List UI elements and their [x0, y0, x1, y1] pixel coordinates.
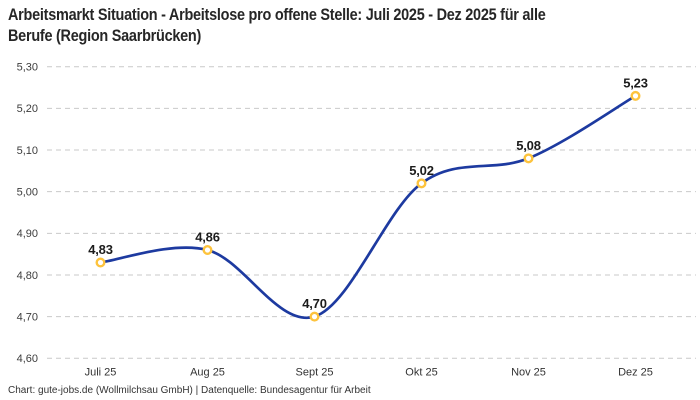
y-axis-tick-label: 4,70 — [17, 311, 38, 323]
y-axis-tick-label: 5,00 — [17, 186, 38, 198]
data-point-label: 5,02 — [409, 163, 434, 178]
x-axis-tick-label: Sept 25 — [296, 367, 334, 379]
y-axis-tick-label: 4,90 — [17, 228, 38, 240]
data-point-marker — [416, 178, 427, 189]
x-axis-tick-label: Okt 25 — [405, 367, 437, 379]
data-point-label: 4,70 — [302, 296, 327, 311]
data-point-marker — [630, 90, 641, 101]
chart-attribution: Chart: gute-jobs.de (Wollmilchsau GmbH) … — [8, 385, 371, 396]
x-axis-tick-label: Aug 25 — [190, 367, 225, 379]
data-point-marker — [95, 257, 106, 268]
x-axis-tick-label: Juli 25 — [85, 367, 117, 379]
data-point-label: 5,08 — [516, 138, 541, 153]
chart-title: Arbeitsmarkt Situation - Arbeitslose pro… — [8, 4, 700, 46]
x-axis-tick-label: Nov 25 — [511, 367, 546, 379]
data-point-label: 5,23 — [623, 75, 648, 90]
data-point-marker — [309, 311, 320, 322]
data-point-marker — [202, 244, 213, 255]
y-axis-tick-label: 5,10 — [17, 145, 38, 157]
y-axis-tick-label: 4,80 — [17, 270, 38, 282]
data-point-marker — [523, 153, 534, 164]
y-axis-tick-label: 4,60 — [17, 353, 38, 365]
series-line — [99, 94, 637, 320]
data-point-label: 4,83 — [88, 242, 113, 257]
data-point-label: 4,86 — [195, 229, 220, 244]
y-axis-tick-label: 5,30 — [17, 62, 38, 74]
x-axis-tick-label: Dez 25 — [618, 367, 653, 379]
chart-title-line-1: Arbeitsmarkt Situation - Arbeitslose pro… — [8, 5, 546, 24]
y-axis-tick-label: 5,20 — [17, 103, 38, 115]
chart-title-line-2: Berufe (Region Saarbrücken) — [8, 26, 202, 45]
